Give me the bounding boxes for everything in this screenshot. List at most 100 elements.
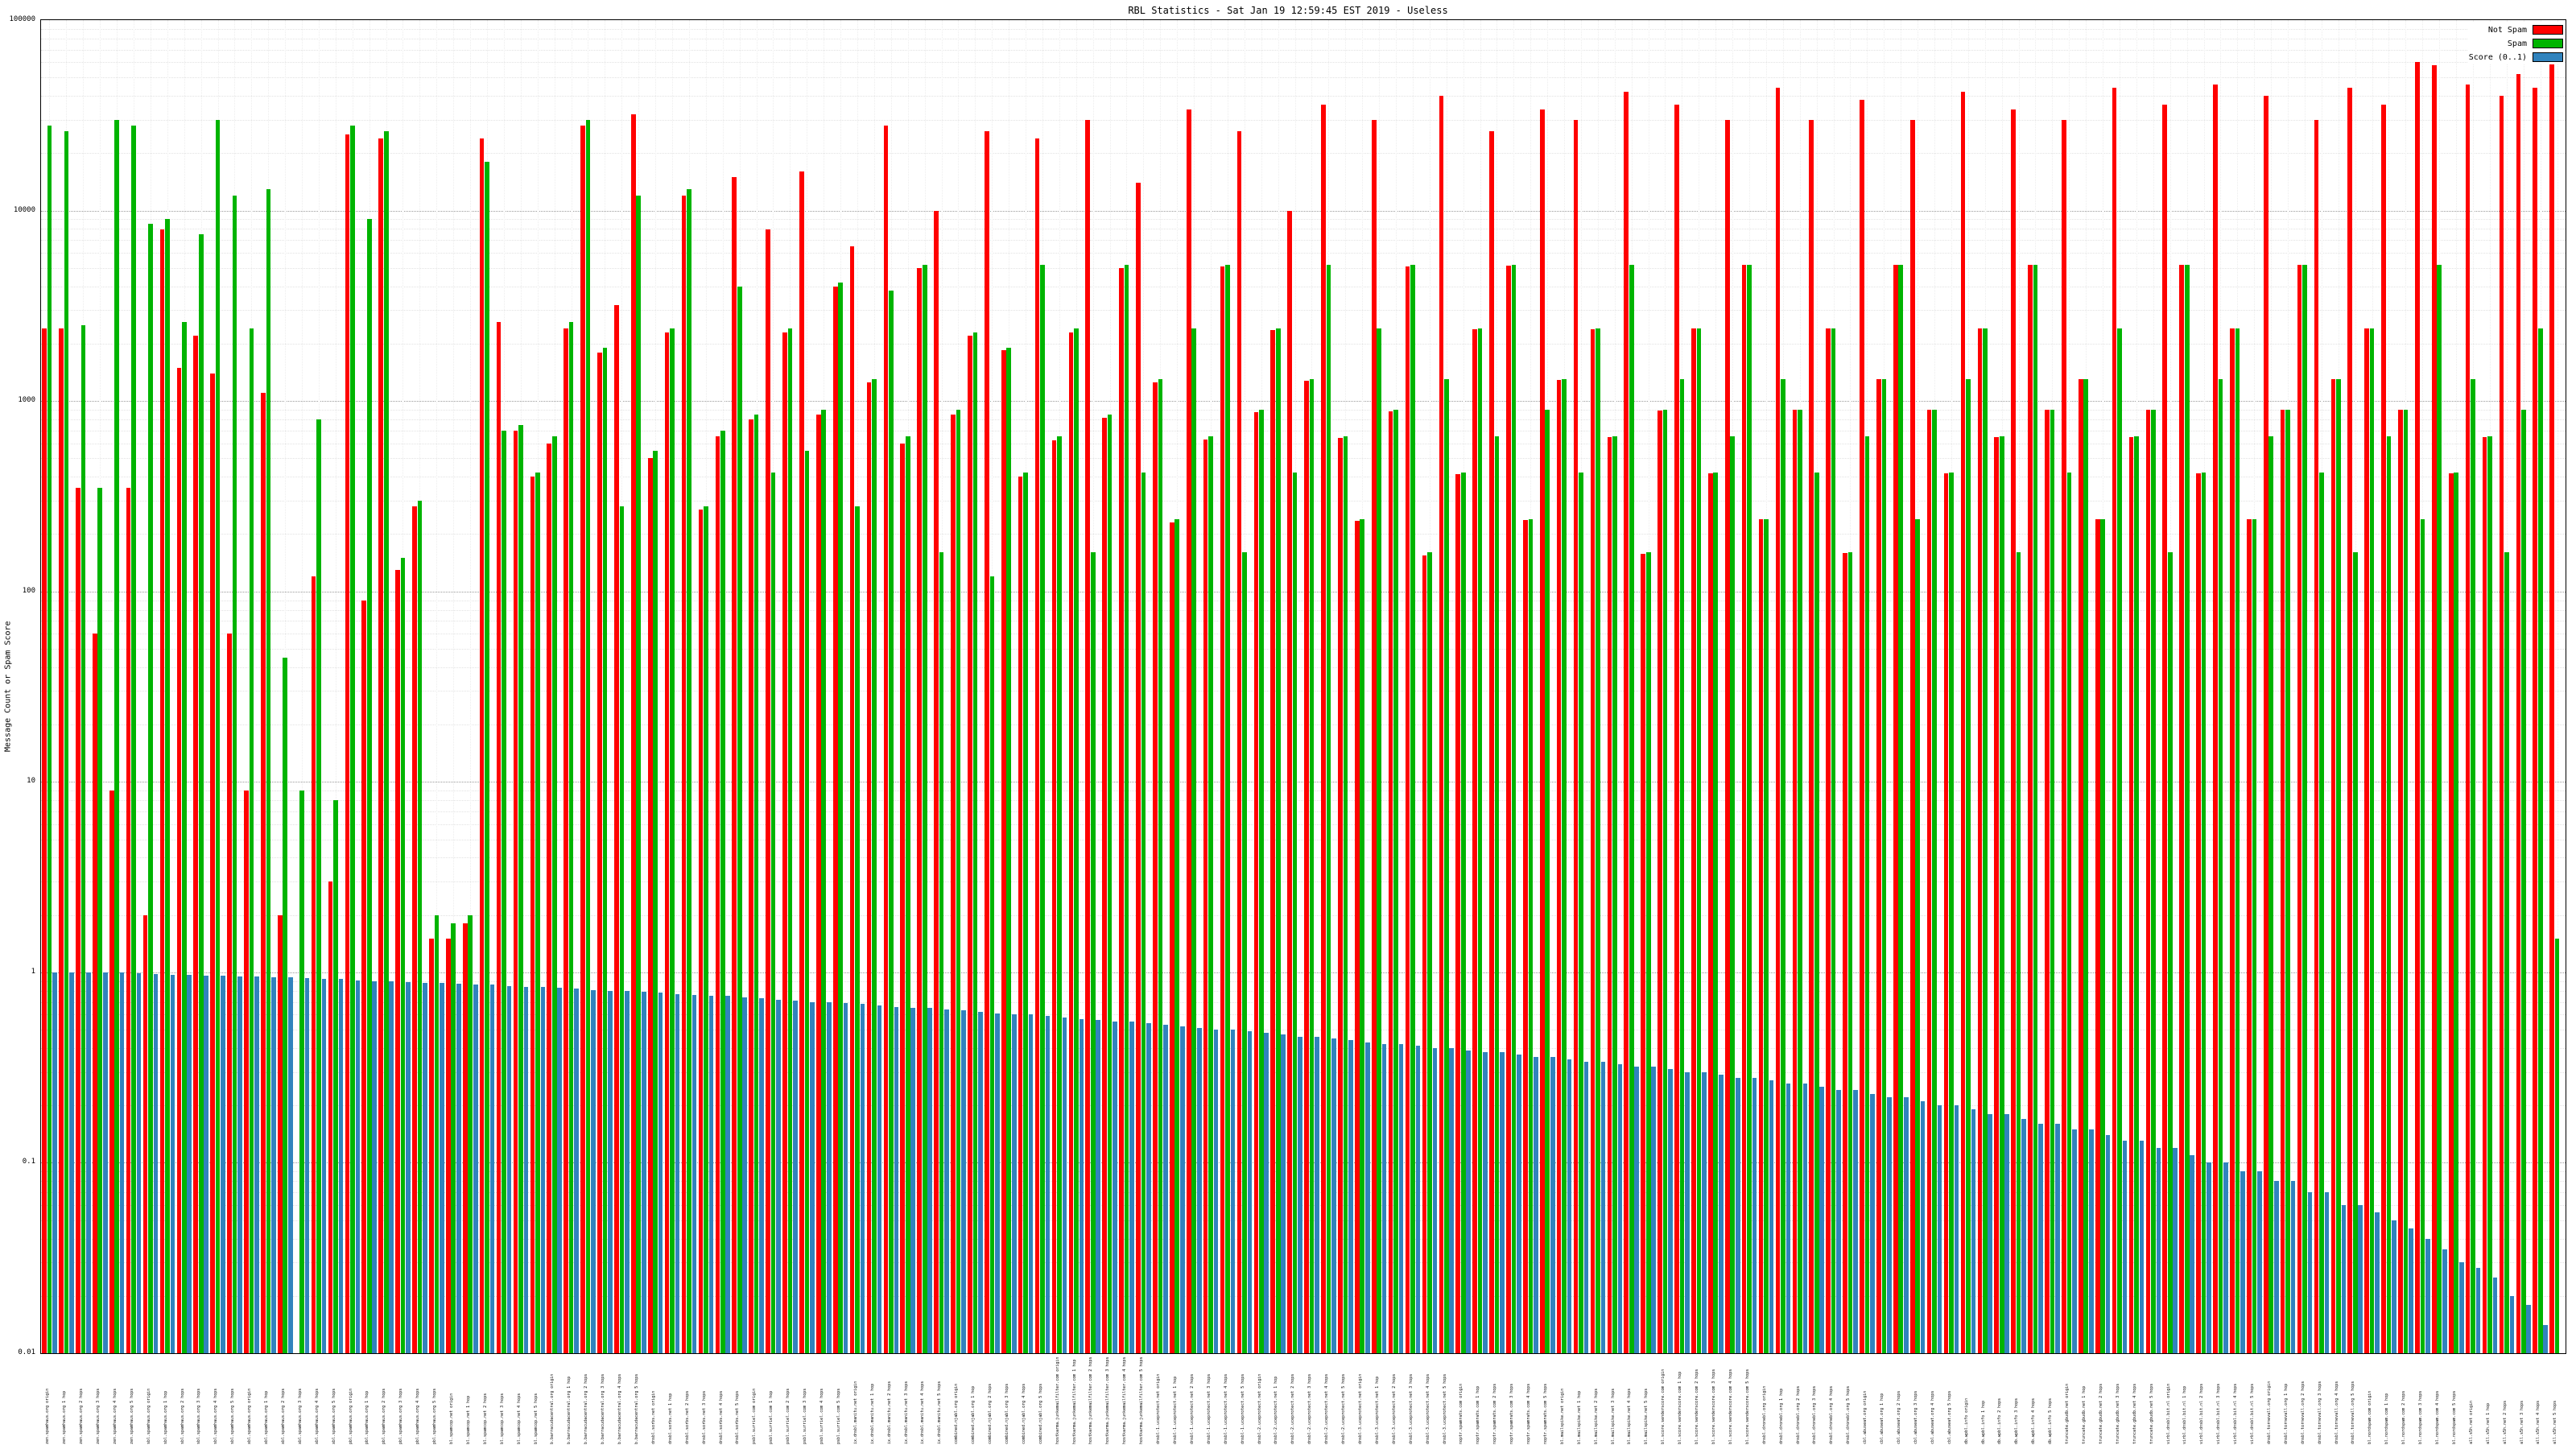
bar-notspam <box>1994 436 2000 1353</box>
bar-notspam <box>1489 131 1494 1353</box>
bar-score <box>1802 1084 1808 1353</box>
bar-notspam <box>462 923 468 1353</box>
x-tick-label: truncate.gbudb.net 3 hops <box>2115 1383 2120 1444</box>
x-tick-label: dnsbl-2.uceprotect.net 1 hop <box>1274 1376 1279 1444</box>
bar-score <box>102 972 108 1353</box>
bar-spam <box>670 328 675 1353</box>
x-tick-label: ix.dnsbl.manitu.net 1 hop <box>869 1383 875 1444</box>
bar-spam <box>80 325 86 1353</box>
bar-spam <box>1174 518 1180 1353</box>
x-tick-label: combined.njabl.org 5 hops <box>1038 1383 1043 1444</box>
bar-score <box>1853 1090 1858 1353</box>
x-tick-label: zen.spamhaus.org origin <box>45 1388 51 1444</box>
bar-score <box>2290 1181 2296 1353</box>
bar-score <box>52 972 57 1353</box>
x-tick-label: dnsbl.dronebl.org 1 hop <box>1778 1388 1784 1444</box>
bar-spam <box>2184 264 2190 1353</box>
bar-score <box>2273 1181 2279 1353</box>
bar-notspam <box>985 131 989 1353</box>
gridline-minor <box>41 409 2566 411</box>
gridline-minor <box>41 824 2566 825</box>
bar-notspam <box>900 443 906 1353</box>
bar-spam <box>2268 436 2274 1353</box>
bar-score <box>1836 1090 1841 1353</box>
bar-score <box>1381 1044 1387 1353</box>
x-tick-label: psbl.surriel.com 3 hops <box>803 1388 808 1444</box>
bar-spam <box>366 219 372 1353</box>
bar-score <box>2492 1277 2498 1353</box>
x-tick-label: pbl.spamhaus.org 2 hops <box>382 1388 387 1444</box>
gridline-minor <box>41 1192 2566 1194</box>
bar-spam <box>2167 552 2173 1353</box>
bar-score <box>910 1008 916 1353</box>
legend-swatch <box>2533 39 2563 48</box>
bar-notspam <box>1136 183 1141 1353</box>
bar-notspam <box>429 939 434 1353</box>
x-tick-label: noptr.spamrats.com 5 hops <box>1542 1383 1548 1444</box>
x-tick-label: zen.spamhaus.org 4 hops <box>112 1388 118 1444</box>
bar-spam <box>1730 436 1736 1353</box>
bar-spam <box>1040 264 1045 1353</box>
bar-notspam <box>968 336 972 1353</box>
x-tick-label: noptr.spamrats.com 2 hops <box>1492 1383 1498 1444</box>
gridline-minor <box>41 1171 2566 1173</box>
bar-notspam <box>412 506 417 1353</box>
bar-spam <box>64 131 69 1353</box>
bar-score <box>742 997 748 1353</box>
bar-notspam <box>1556 379 1562 1353</box>
legend-swatch <box>2533 25 2563 35</box>
x-tick-label: bl.score.senderscore.com 4 hops <box>1728 1368 1733 1444</box>
gridline-minor <box>41 1262 2566 1264</box>
bar-notspam <box>547 443 552 1353</box>
bar-spam <box>1966 379 1971 1353</box>
gridline-vertical <box>2557 20 2558 1353</box>
bar-score <box>2207 1162 2211 1353</box>
x-tick-label: cbl.abuseat.org 1 hop <box>1880 1393 1885 1444</box>
bar-score <box>1550 1056 1555 1353</box>
bar-notspam <box>1068 332 1074 1353</box>
bar-score <box>1281 1034 1286 1353</box>
bar-notspam <box>1506 265 1511 1353</box>
x-tick-label: hostkarma.junkemailfilter.com 4 hops <box>1122 1356 1128 1444</box>
bar-notspam <box>1472 329 1477 1353</box>
bar-spam <box>2016 552 2021 1353</box>
bar-notspam <box>2549 62 2554 1353</box>
bar-spam <box>2117 328 2122 1353</box>
legend-label: Spam <box>2507 39 2527 48</box>
bar-score <box>2442 1249 2447 1353</box>
x-tick-label: b.barracudacentral.org 5 hops <box>634 1373 639 1444</box>
bar-score <box>1634 1066 1640 1353</box>
bar-score <box>641 992 646 1353</box>
bar-spam <box>1225 264 1230 1353</box>
bar-score <box>1769 1080 1774 1353</box>
x-tick-label: b.barracudacentral.org 4 hops <box>617 1373 623 1444</box>
bar-notspam <box>2028 264 2033 1353</box>
bar-notspam <box>2398 410 2403 1353</box>
x-tick-label: sbl.spamhaus.org 5 hops <box>230 1388 236 1444</box>
bar-notspam <box>715 436 720 1353</box>
gridline-minor <box>41 1204 2566 1206</box>
bar-notspam <box>1641 553 1646 1353</box>
legend: Not Spam Spam Score (0..1) <box>2467 23 2565 64</box>
x-tick-label: cbl.abuseat.org 2 hops <box>1897 1390 1901 1444</box>
bar-spam <box>1292 473 1298 1353</box>
bar-score <box>691 995 697 1353</box>
bar-spam <box>1814 473 1819 1353</box>
x-tick-label: virbl.dnsbl.bit.nl 2 hops <box>2199 1383 2205 1444</box>
bar-score <box>1298 1036 1302 1353</box>
x-tick-label: zen.spamhaus.org 2 hops <box>79 1388 85 1444</box>
bar-spam <box>551 436 557 1353</box>
x-tick-label: noptr.spamrats.com 3 hops <box>1509 1383 1515 1444</box>
bar-notspam <box>766 229 770 1353</box>
bar-spam <box>1006 348 1012 1353</box>
bar-spam <box>753 414 759 1353</box>
x-tick-label: dnsbl-1.uceprotect.net origin <box>1156 1373 1162 1444</box>
bar-spam <box>1545 409 1550 1353</box>
bar-spam <box>585 119 591 1353</box>
bar-notspam <box>883 125 889 1353</box>
bar-spam <box>1949 473 1954 1353</box>
x-tick-label: ix.dnsbl.manitu.net origin <box>852 1381 858 1444</box>
bar-score <box>1483 1052 1488 1353</box>
bar-score <box>1331 1038 1336 1353</box>
gridline-minor <box>41 609 2566 611</box>
